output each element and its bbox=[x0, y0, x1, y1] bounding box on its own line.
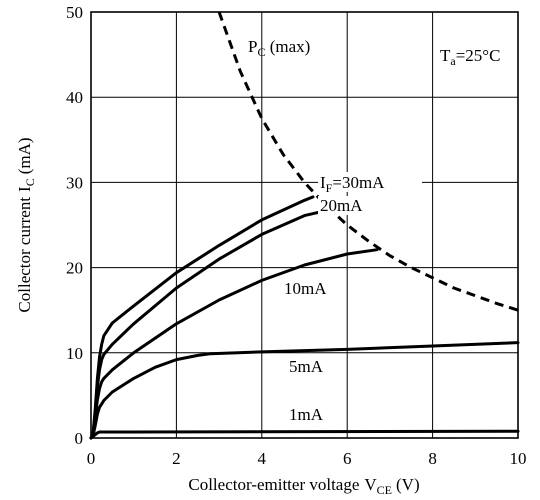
y-tick-label-20: 20 bbox=[66, 259, 83, 278]
x-axis-symbol: V bbox=[364, 475, 377, 494]
series-line-1ma bbox=[89, 429, 520, 440]
power-limit-sub: C bbox=[257, 45, 265, 59]
power-limit-line bbox=[217, 11, 519, 312]
series-label-20ma-bg bbox=[318, 196, 372, 215]
ambient-value: =25°C bbox=[456, 46, 501, 65]
ambient-label: Ta=25°C bbox=[440, 46, 500, 68]
ambient-sub: a bbox=[450, 54, 456, 68]
curves bbox=[89, 11, 520, 440]
series-label-30ma: IF=30mA bbox=[320, 173, 385, 195]
series-label-20ma: 20mA bbox=[320, 196, 363, 215]
series-label-30ma-sub: F bbox=[326, 181, 333, 195]
ambient-symbol: T bbox=[440, 46, 451, 65]
x-axis-unit: (V) bbox=[396, 475, 420, 494]
x-axis-title-text: Collector-emitter voltage bbox=[188, 475, 359, 494]
x-tick-label-2: 2 bbox=[172, 449, 181, 468]
series-line-20ma bbox=[89, 208, 332, 440]
x-axis-title: Collector-emitter voltage VCE (V) bbox=[188, 475, 419, 497]
x-tick-label-0: 0 bbox=[87, 449, 96, 468]
x-tick-label-4: 4 bbox=[258, 449, 267, 468]
plot-frame bbox=[90, 11, 519, 439]
y-tick-label-30: 30 bbox=[66, 173, 83, 192]
y-axis-symbol: I bbox=[15, 186, 34, 192]
power-limit-label: PC (max) bbox=[248, 37, 310, 59]
power-limit-symbol: P bbox=[248, 37, 257, 56]
y-axis-sub: C bbox=[23, 178, 37, 186]
y-tick-label-0: 0 bbox=[75, 429, 84, 448]
series-label-30ma-value: =30mA bbox=[332, 173, 385, 192]
y-tick-label-40: 40 bbox=[66, 88, 83, 107]
x-tick-label-10: 10 bbox=[510, 449, 527, 468]
y-axis-unit: (mA) bbox=[15, 137, 34, 174]
y-axis-title-text: Collector current bbox=[15, 197, 34, 313]
y-tick-label-50: 50 bbox=[66, 3, 83, 22]
series-label-30ma-bg bbox=[318, 172, 422, 192]
x-tick-label-8: 8 bbox=[428, 449, 437, 468]
series-line-5ma bbox=[89, 341, 520, 440]
series-line-10ma bbox=[89, 248, 379, 440]
y-tick-label-10: 10 bbox=[66, 344, 83, 363]
series-label-5ma: 5mA bbox=[289, 357, 324, 376]
series-label-1ma: 1mA bbox=[289, 405, 324, 424]
x-tick-label-6: 6 bbox=[343, 449, 352, 468]
power-limit-suffix: (max) bbox=[265, 37, 310, 56]
series-label-10ma: 10mA bbox=[284, 279, 327, 298]
series-line-i-f-30ma bbox=[89, 195, 315, 440]
series-label-30ma-symbol: I bbox=[320, 173, 326, 192]
x-axis-sub: CE bbox=[377, 483, 392, 497]
tick-labels: 0 2 4 6 8 10 0 10 20 30 40 50 bbox=[66, 3, 527, 468]
y-axis-title: Collector current IC (mA) bbox=[15, 137, 37, 312]
